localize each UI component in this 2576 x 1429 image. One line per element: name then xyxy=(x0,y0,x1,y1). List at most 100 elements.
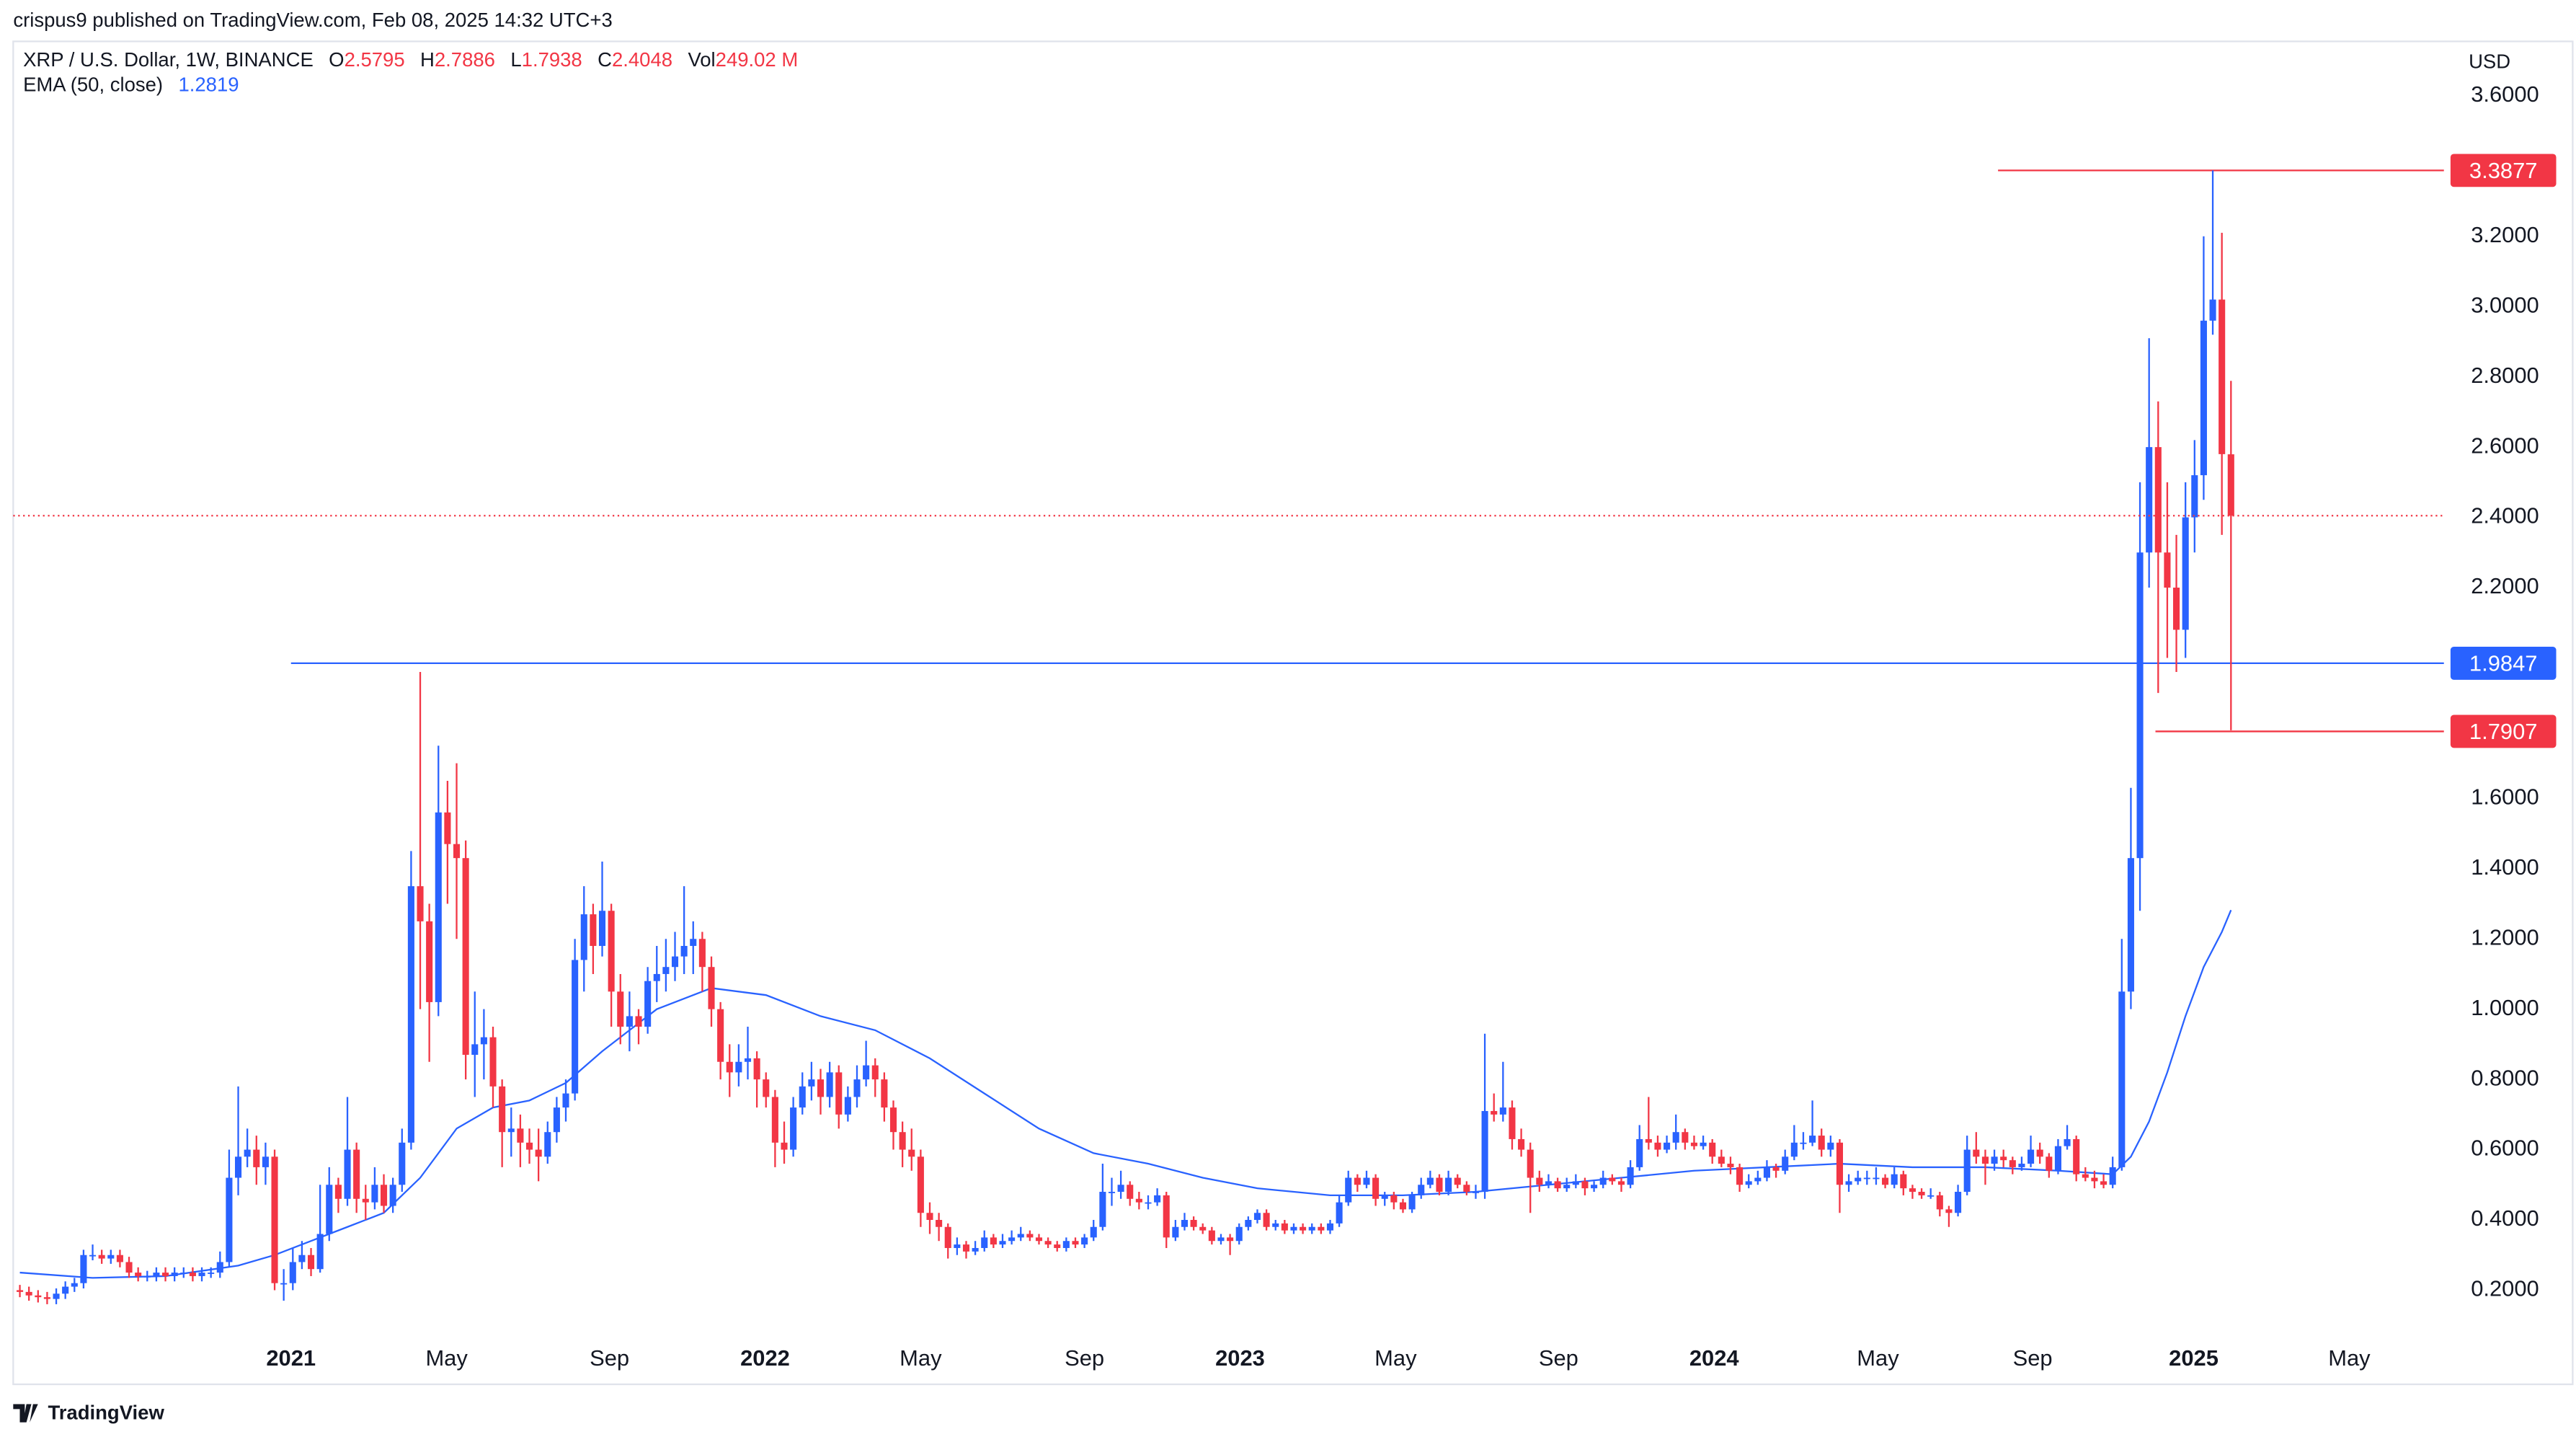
candle-body xyxy=(371,1185,378,1203)
candle-body xyxy=(71,1283,78,1287)
candle-body xyxy=(2018,1164,2025,1167)
candle-body xyxy=(1918,1192,1925,1195)
candle-body xyxy=(781,1142,788,1150)
candle-body xyxy=(1099,1192,1106,1227)
y-tick-label: 0.8000 xyxy=(2471,1065,2539,1090)
level-label: 3.3877 xyxy=(2469,158,2538,183)
ohlc-label: L xyxy=(510,48,521,71)
candle-body xyxy=(1326,1223,1334,1231)
candle-body xyxy=(417,886,424,921)
candle-body xyxy=(817,1079,825,1097)
candle-body xyxy=(1081,1237,1088,1245)
candle-body xyxy=(280,1283,288,1285)
x-tick-label: May xyxy=(1374,1345,1417,1371)
candle-body xyxy=(1617,1181,1625,1185)
candle-body xyxy=(753,1058,760,1080)
candle-body xyxy=(1062,1241,1070,1248)
candle-body xyxy=(653,973,660,981)
candle-body xyxy=(1664,1142,1671,1150)
candle-body xyxy=(2118,991,2126,1167)
candle-body xyxy=(1253,1213,1261,1220)
candle-body xyxy=(954,1244,961,1248)
candle-body xyxy=(2064,1138,2071,1146)
candle-body xyxy=(671,956,679,968)
candle-body xyxy=(717,1009,724,1062)
candle-body xyxy=(1499,1107,1506,1115)
candle-body xyxy=(1836,1142,1843,1185)
candle-body xyxy=(2028,1149,2035,1164)
candle-body xyxy=(1718,1156,1725,1164)
candle-body xyxy=(1645,1138,1652,1143)
candle-body xyxy=(644,981,652,1027)
y-tick-label: 2.2000 xyxy=(2471,573,2539,598)
candle-body xyxy=(1172,1226,1179,1238)
candle-body xyxy=(1017,1234,1024,1238)
candle-body xyxy=(298,1255,306,1262)
candle-body xyxy=(990,1237,997,1245)
x-tick-label: May xyxy=(2328,1345,2371,1371)
candle-body xyxy=(307,1255,315,1270)
candle-body xyxy=(1745,1181,1752,1185)
candle-body xyxy=(1190,1219,1197,1227)
candle-body xyxy=(1818,1136,1825,1150)
candle-body xyxy=(226,1177,233,1262)
candle-body xyxy=(535,1149,542,1157)
candle-body xyxy=(2100,1181,2108,1185)
candle-body xyxy=(1763,1167,1770,1178)
candle-body xyxy=(2054,1146,2061,1171)
candle-body xyxy=(2164,552,2171,588)
candle-body xyxy=(1290,1226,1297,1231)
candle-body xyxy=(1308,1226,1315,1231)
candle-body xyxy=(2200,320,2207,476)
y-tick-label: 1.4000 xyxy=(2471,854,2539,880)
x-tick-label: May xyxy=(425,1345,468,1371)
candle-body xyxy=(334,1185,342,1199)
candle-body xyxy=(1127,1185,1134,1199)
candle-body xyxy=(234,1156,242,1178)
candle-body xyxy=(826,1072,833,1097)
candle-body xyxy=(926,1213,933,1220)
y-tick-label: 3.2000 xyxy=(2471,222,2539,247)
candle-body xyxy=(1354,1177,1361,1185)
candle-body xyxy=(1845,1181,1852,1185)
candle-body xyxy=(1963,1149,1971,1193)
candle-body xyxy=(208,1273,215,1274)
candle-body xyxy=(1445,1177,1452,1193)
candle-body xyxy=(253,1149,260,1167)
candle-body xyxy=(198,1273,205,1276)
y-tick-label: 2.6000 xyxy=(2471,433,2539,458)
candle-body xyxy=(1909,1188,1916,1193)
candle-body xyxy=(1682,1132,1689,1143)
candle-body xyxy=(1399,1202,1407,1210)
candle-body xyxy=(698,939,706,968)
candle-body xyxy=(1827,1142,1834,1150)
candle-body xyxy=(353,1149,360,1199)
candle-body xyxy=(1891,1174,1898,1185)
candle-body xyxy=(799,1086,806,1108)
y-tick-label: 3.6000 xyxy=(2471,81,2539,107)
candle-body xyxy=(1936,1195,1943,1210)
level-label-box xyxy=(2450,714,2557,748)
candle-body xyxy=(1072,1241,1079,1245)
candle-body xyxy=(844,1097,851,1115)
candle-body xyxy=(326,1185,333,1234)
volume-value: 249.02 M xyxy=(716,48,799,71)
candle-body xyxy=(1782,1156,1789,1171)
candle-body xyxy=(525,1142,533,1150)
candle-body xyxy=(153,1273,160,1276)
logo-icon xyxy=(13,1404,38,1423)
candle-body xyxy=(16,1290,24,1292)
candle-body xyxy=(1408,1195,1416,1210)
candle-body xyxy=(1145,1202,1152,1204)
candle-body xyxy=(2154,447,2162,553)
x-tick-label: May xyxy=(1857,1345,1899,1371)
candle-body xyxy=(1491,1110,1498,1115)
y-tick-label: 2.4000 xyxy=(2471,503,2539,528)
candle-body xyxy=(853,1079,861,1097)
candle-body xyxy=(1554,1181,1561,1189)
candle-body xyxy=(1945,1209,1953,1213)
candle-body xyxy=(1591,1185,1598,1189)
candle-body xyxy=(572,960,579,1094)
candle-body xyxy=(1690,1142,1698,1146)
